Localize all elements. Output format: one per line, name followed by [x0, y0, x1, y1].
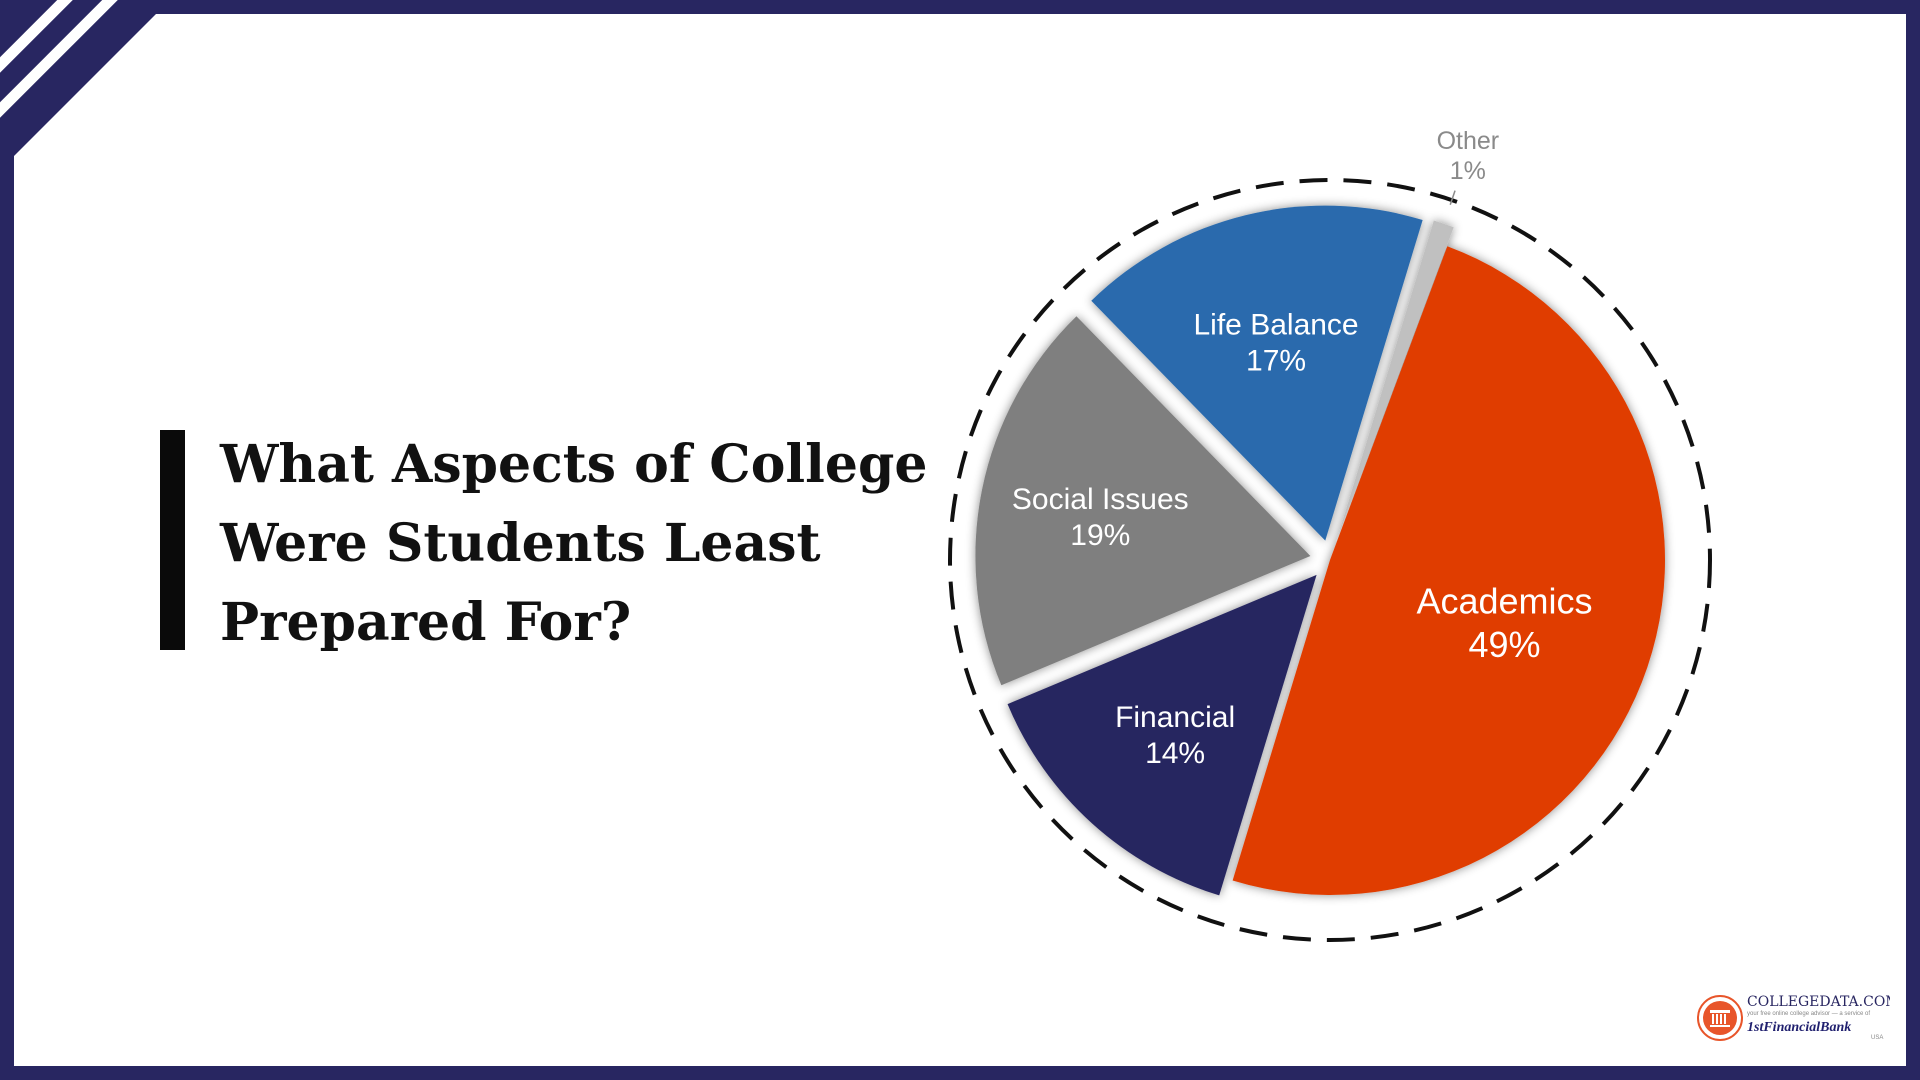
title-line-1: What Aspects of College [220, 434, 928, 495]
corner-stripes-decoration [0, 0, 170, 170]
slice-value-social-issues: 19% [1070, 519, 1130, 552]
slice-label-social-issues: Social Issues [1012, 483, 1189, 516]
pie-slice-academics [1232, 246, 1665, 895]
dashed-outline-circle [948, 178, 1712, 942]
logo-tagline: your free online college advisor — a ser… [1747, 1011, 1870, 1017]
chart-title: What Aspects of College Were Students Le… [220, 425, 928, 662]
slice-value-financial: 14% [1145, 737, 1205, 770]
collegedata-logo: COLLEGEDATA.COM your free online college… [1697, 994, 1890, 1041]
slice-value-other: 1% [1450, 157, 1486, 185]
pie-slice-social-issues [975, 316, 1311, 686]
slice-label-academics: Academics [1416, 581, 1592, 622]
logo-bank-suffix: USA [1871, 1035, 1883, 1041]
pie-slice-other [1336, 220, 1454, 542]
slice-label-life-balance: Life Balance [1194, 308, 1359, 341]
slice-value-life-balance: 17% [1246, 344, 1306, 377]
pie-slice-financial [1007, 574, 1317, 896]
title-line-3: Prepared For? [220, 592, 632, 653]
pie-slice-life-balance [1091, 205, 1423, 541]
slice-label-financial: Financial [1115, 701, 1235, 734]
title-accent-bar [160, 430, 185, 650]
title-line-2: Were Students Least [220, 513, 821, 574]
slice-label-other: Other [1437, 130, 1500, 155]
logo-bank-name: 1stFinancialBank [1747, 1020, 1851, 1035]
slice-value-academics: 49% [1468, 624, 1540, 665]
logo-name: COLLEGEDATA.COM [1747, 994, 1890, 1010]
other-leader-line [1449, 190, 1456, 206]
